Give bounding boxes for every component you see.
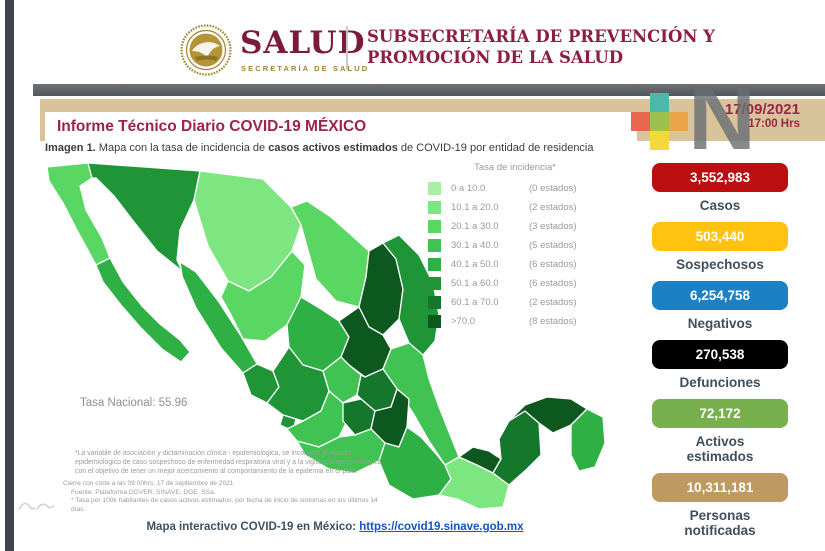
personas-pill: 10,311,181 [652,473,788,502]
report-title: Informe Técnico Diario COVID-19 MÉXICO [57,118,367,135]
legend-range: 30.1 a 40.0 [451,240,499,251]
image-caption: Imagen 1. Mapa con la tasa de incidencia… [45,142,594,154]
sinave-link[interactable]: https://covid19.sinave.gob.mx [359,521,524,533]
salud-seal-icon [180,24,232,76]
legend-row: 20.1 a 30.0 (3 estados) [420,217,610,236]
legend-count: (6 estados) [529,259,577,270]
legend-range: 0 a 10.0 [451,183,486,194]
stats-panel: 3,552,983 Casos 503,440 Sospechosos 6,25… [652,163,788,547]
separator-bar [33,84,825,96]
left-frame-bar [5,0,14,551]
legend-range: 60.1 a 70.0 [451,297,499,308]
tasa-nacional: Tasa Nacional: 55.96 [80,397,188,409]
activos-label: Activos estimados [652,434,788,464]
state-guanajuato [322,356,362,404]
sospechosos-label: Sospechosos [676,257,764,272]
footnote-variable: *La variable de asociación y dictaminaci… [75,450,382,475]
footnote-cierre: Cierre con corte a las 09:00hrs, 17 de s… [63,480,234,487]
personas-label-line1: Personas [689,508,751,523]
negativos-pill: 6,254,758 [652,281,788,310]
legend-range: >70.0 [451,316,476,327]
legend-count: (0 estados) [529,183,577,194]
caption-bold: casos activos estimados [268,142,398,154]
activos-label-line2: estimados [686,449,754,464]
casos-label: Casos [699,198,741,213]
legend-row: 40.1 a 50.0 (6 estados) [420,255,610,274]
watermark-cross-center [650,112,669,131]
defunciones-pill: 270,538 [652,340,788,369]
subsecretaria-line1: SUBSECRETARÍA DE PREVENCIÓN Y [367,27,715,46]
header-divider [346,26,348,70]
legend-range: 20.1 a 30.0 [451,221,499,232]
legend-count: (2 estados) [529,202,577,213]
watermark-cross-right [669,112,688,131]
legend-row: 30.1 a 40.0 (5 estados) [420,236,610,255]
footnote-block: Cierre con corte a las 09:00hrs, 17 de s… [63,480,393,514]
caption-prefix: Imagen 1. [45,142,96,154]
state-campeche [492,410,542,486]
legend-range: 10.1 a 20.0 [451,202,499,213]
legend-title: Tasa de incidencia* [474,162,556,173]
state-baja-california-sur [95,257,191,363]
state-michoacan [286,390,350,448]
personas-label: Personas notificadas [652,508,788,538]
mexico-map [46,162,606,510]
footer: Mapa interactivo COVID-19 en México: htt… [30,521,640,533]
caption-text-1: Mapa con la tasa de incidencia de [95,142,269,154]
defunciones-label: Defunciones [679,375,761,390]
legend-range: 50.1 a 60.0 [451,278,499,289]
footnote-tasa: * Tasa por 100k habitantes de casos acti… [71,497,378,513]
legend-range: 40.1 a 50.0 [451,259,499,270]
report-title-plate: Informe Técnico Diario COVID-19 MÉXICO [45,112,637,141]
caption-text-2: de COVID-19 por entidad de residencia [397,142,594,154]
report-date-block: 17/09/2021 17:00 Hrs [725,101,800,130]
salud-wordmark-subtitle: SECRETARÍA DE SALUD [241,64,370,73]
legend-count: (3 estados) [529,221,577,232]
legend-swatch [428,258,441,271]
mountain-doodle-icon [18,502,55,510]
state-quintana-roo [570,408,606,472]
legend-row: 10.1 a 20.0 (2 estados) [420,198,610,217]
legend-swatch [428,239,441,252]
legend-swatch [428,277,441,290]
footnote-fuente: Fuente: Plataforma DGVER, SINAVE, DGE, S… [71,488,216,496]
personas-label-line2: notificadas [684,523,756,538]
legend-count: (8 estados) [529,316,577,327]
legend-row: >70.0 (8 estados) [420,312,610,331]
subsecretaria-line2: PROMOCIÓN DE LA SALUD [367,48,624,67]
watermark-cross-top [650,93,669,112]
report-banner: Informe Técnico Diario COVID-19 MÉXICO 1… [40,99,825,141]
legend-swatch [428,315,441,328]
legend-row: 50.1 a 60.0 (6 estados) [420,274,610,293]
legend-swatch [428,201,441,214]
report-time: 17:00 Hrs [748,118,800,130]
activos-pill: 72,172 [652,399,788,428]
activos-label-line1: Activos [695,434,745,449]
report-date: 17/09/2021 [724,101,800,118]
legend-count: (2 estados) [529,297,577,308]
legend-swatch [428,220,441,233]
map-legend: Tasa de incidencia* 0 a 10.0 (0 estados)… [420,162,610,331]
legend-swatch [428,296,441,309]
salud-wordmark: SALUD [240,25,366,61]
watermark-cross-left [631,112,650,131]
legend-row: 60.1 a 70.0 (2 estados) [420,293,610,312]
watermark-cross-bottom [650,131,669,150]
state-coahuila [290,200,370,308]
watermark-n-letter: N [688,64,756,169]
negativos-label: Negativos [687,316,753,331]
legend-count: (6 estados) [529,278,577,289]
casos-pill: 3,552,983 [652,163,788,192]
legend-swatch [428,182,441,195]
subsecretaria-title: SUBSECRETARÍA DE PREVENCIÓN Y PROMOCIÓN … [367,26,715,68]
sospechosos-pill: 503,440 [652,222,788,251]
legend-count: (5 estados) [529,240,577,251]
footer-label: Mapa interactivo COVID-19 en México: [146,521,360,533]
state-tamaulipas [382,234,440,356]
legend-row: 0 a 10.0 (0 estados) [420,179,610,198]
